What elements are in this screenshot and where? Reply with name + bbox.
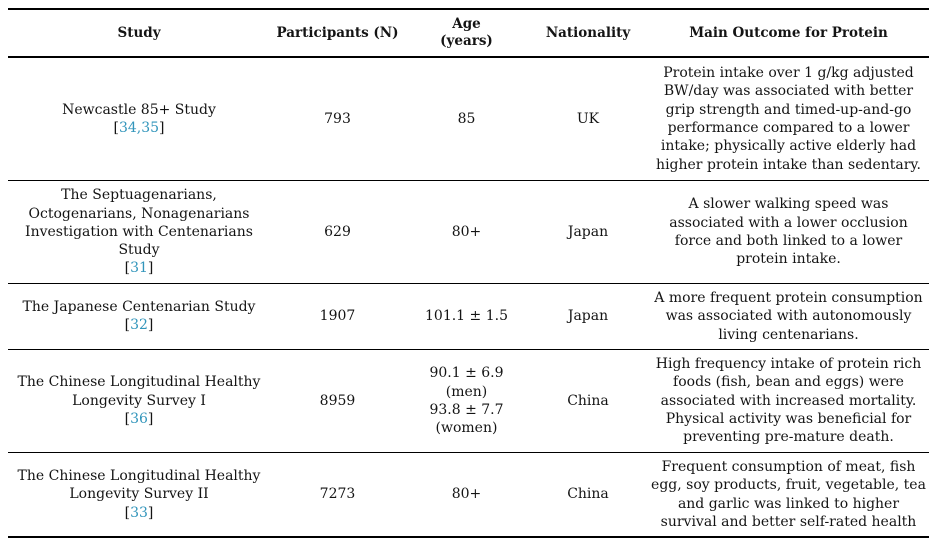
age-cell: 80+ <box>451 223 482 240</box>
outcome-cell: A slower walking speed was associated wi… <box>669 196 908 268</box>
study-cell: The Septuagenarians, Octogenarians, Nona… <box>8 181 270 284</box>
participants-cell: 629 <box>324 223 351 240</box>
citation-bracket-open: [ <box>124 317 131 334</box>
citation: [33] <box>12 504 266 522</box>
participants-cell: 7273 <box>319 486 356 503</box>
citation-bracket-close: ] <box>147 411 154 428</box>
table-row: The Chinese Longitudinal Healthy Longevi… <box>8 349 929 453</box>
citation-link[interactable]: 36 <box>130 411 148 428</box>
study-cell: The Chinese Longitudinal Healthy Longevi… <box>8 349 270 452</box>
age-cell: 90.1 ± 6.9 (men) 93.8 ± 7.7 (women) <box>429 365 504 437</box>
study-outcomes-table-container: Study Participants (N) Age (years) Natio… <box>8 8 929 538</box>
study-name: The Japanese Centenarian Study <box>22 299 256 316</box>
citation-link[interactable]: 32 <box>130 317 148 334</box>
nationality-cell: China <box>567 486 609 503</box>
table-body: Newcastle 85+ Study [34,35] 793 85 UK Pr… <box>8 57 929 538</box>
table-header: Study Participants (N) Age (years) Natio… <box>8 9 929 57</box>
nationality-cell: UK <box>576 110 600 127</box>
study-cell: Newcastle 85+ Study [34,35] <box>8 57 270 181</box>
study-name: Newcastle 85+ Study <box>62 101 216 118</box>
table-row: The Septuagenarians, Octogenarians, Nona… <box>8 181 929 284</box>
citation-bracket-close: ] <box>147 260 154 277</box>
citation-bracket-close: ] <box>147 504 154 521</box>
header-participants: Participants (N) <box>276 24 399 41</box>
participants-cell: 8959 <box>319 392 356 409</box>
citation: [36] <box>12 410 266 428</box>
header-nationality: Nationality <box>545 24 631 41</box>
study-cell: The Japanese Centenarian Study [32] <box>8 284 270 350</box>
table-row: Newcastle 85+ Study [34,35] 793 85 UK Pr… <box>8 57 929 181</box>
outcome-cell: Frequent consumption of meat, fish egg, … <box>651 458 926 530</box>
citation: [31] <box>12 259 266 277</box>
citation-bracket-close: ] <box>147 317 154 334</box>
age-cell: 101.1 ± 1.5 <box>425 308 508 325</box>
age-cell: 85 <box>457 110 476 127</box>
study-outcomes-table: Study Participants (N) Age (years) Natio… <box>8 8 929 538</box>
nationality-cell: Japan <box>567 223 609 240</box>
citation-bracket-open: [ <box>124 411 131 428</box>
citation-bracket-close: ] <box>159 120 165 136</box>
study-name: The Chinese Longitudinal Healthy Longevi… <box>17 468 261 503</box>
study-name: The Septuagenarians, Octogenarians, Nona… <box>25 187 253 259</box>
participants-cell: 793 <box>324 110 351 127</box>
citation: [34,35] <box>12 119 266 137</box>
header-age: Age (years) <box>440 16 493 49</box>
citation-link[interactable]: 34,35 <box>118 120 160 136</box>
nationality-cell: China <box>567 392 609 409</box>
study-cell: The Chinese Longitudinal Healthy Longevi… <box>8 452 270 537</box>
outcome-cell: High frequency intake of protein rich fo… <box>655 356 922 446</box>
participants-cell: 1907 <box>319 308 356 325</box>
header-main-outcome: Main Outcome for Protein <box>689 24 888 41</box>
table-row: The Japanese Centenarian Study [32] 1907… <box>8 284 929 350</box>
citation-link[interactable]: 33 <box>130 504 148 521</box>
table-row: The Chinese Longitudinal Healthy Longevi… <box>8 452 929 538</box>
citation-bracket-open: [ <box>124 260 131 277</box>
study-name: The Chinese Longitudinal Healthy Longevi… <box>17 374 261 409</box>
header-row: Study Participants (N) Age (years) Natio… <box>8 9 929 57</box>
outcome-cell: A more frequent protein consumption was … <box>654 290 923 343</box>
outcome-cell: Protein intake over 1 g/kg adjusted BW/d… <box>656 65 921 173</box>
citation-link[interactable]: 31 <box>130 260 148 277</box>
citation-bracket-open: [ <box>113 120 119 136</box>
citation: [32] <box>12 316 266 334</box>
header-study: Study <box>117 24 161 41</box>
age-cell: 80+ <box>451 486 482 503</box>
citation-bracket-open: [ <box>124 504 131 521</box>
nationality-cell: Japan <box>567 308 609 325</box>
